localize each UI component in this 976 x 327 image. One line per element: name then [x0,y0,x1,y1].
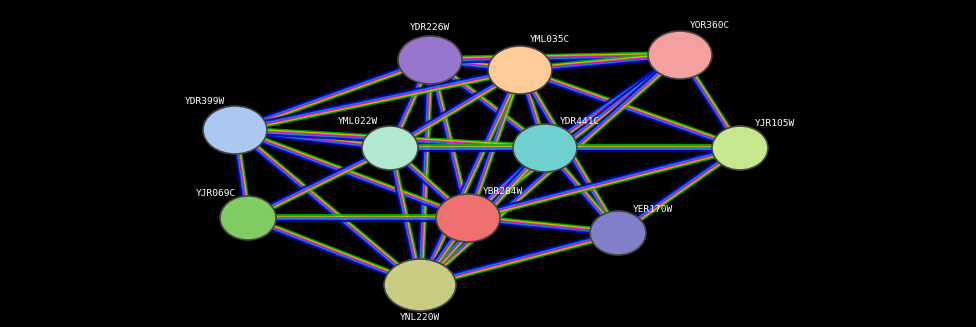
Ellipse shape [436,194,500,242]
Ellipse shape [362,126,418,170]
Text: YOR360C: YOR360C [690,21,730,29]
Text: YDR399W: YDR399W [184,97,225,107]
Ellipse shape [488,46,552,94]
Ellipse shape [203,106,267,154]
Ellipse shape [398,36,462,84]
Text: YNL220W: YNL220W [400,313,440,321]
Text: YJR069C: YJR069C [196,190,236,198]
Text: YML022W: YML022W [338,117,378,127]
Text: YML035C: YML035C [530,36,570,44]
Text: YBR284W: YBR284W [483,187,523,197]
Text: YDR226W: YDR226W [410,24,450,32]
Text: YER170W: YER170W [632,204,673,214]
Ellipse shape [384,259,456,311]
Ellipse shape [648,31,712,79]
Text: YJR105W: YJR105W [754,119,795,129]
Ellipse shape [590,211,646,255]
Text: YDR441C: YDR441C [560,117,600,127]
Ellipse shape [712,126,768,170]
Ellipse shape [220,196,276,240]
Ellipse shape [513,124,577,172]
